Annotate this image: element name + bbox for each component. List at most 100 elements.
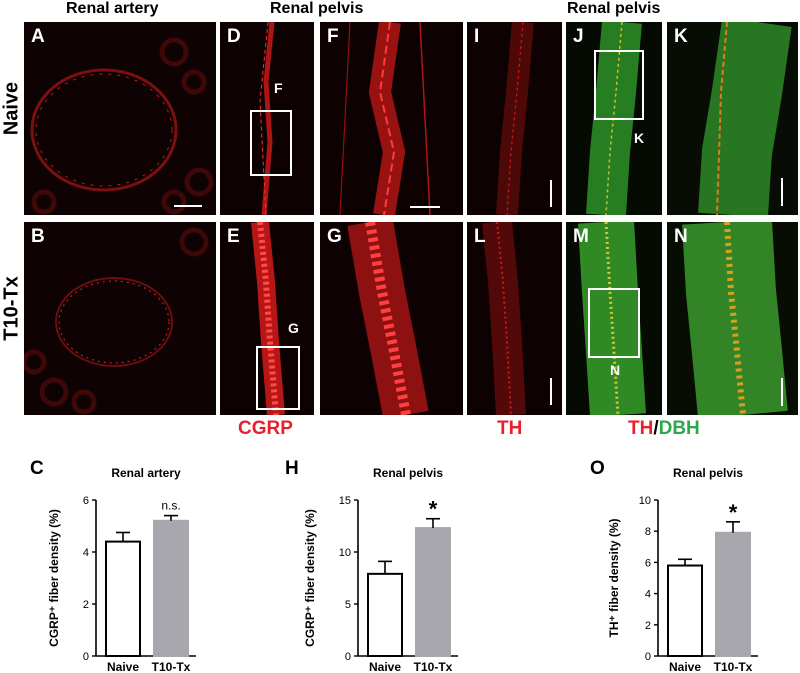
micrograph-panel-n: N bbox=[667, 222, 798, 415]
stain-label-th-dbh: TH/DBH bbox=[628, 418, 700, 440]
renal-pelvis-th-naive-image bbox=[467, 22, 562, 215]
bar-chart-renal-pelvis-cgrp: Renal pelvis CGRP⁺ fiber density (%) 0 5 10 1… bbox=[303, 466, 458, 673]
bar-1 bbox=[153, 519, 189, 657]
y-tick-label: 5 bbox=[345, 599, 351, 611]
x-tick-label: T10-Tx bbox=[152, 660, 191, 673]
stain-label-slash: / bbox=[653, 418, 659, 439]
panel-label-j: J bbox=[573, 26, 584, 47]
chart-title: Renal pelvis bbox=[673, 466, 743, 480]
scale-bar bbox=[781, 378, 783, 406]
renal-pelvis-th-dbh-t10-zoom-image bbox=[667, 222, 798, 415]
scale-bar bbox=[550, 180, 552, 207]
scale-bar bbox=[781, 178, 783, 206]
panel-label-m: M bbox=[573, 226, 589, 247]
y-axis-label: CGRP⁺ fiber density (%) bbox=[303, 509, 317, 647]
micrograph-panel-m: M N bbox=[566, 222, 662, 415]
renal-pelvis-cgrp-naive-image bbox=[220, 22, 314, 215]
panel-label-f: F bbox=[327, 26, 339, 47]
stain-label-cgrp: CGRP bbox=[238, 418, 293, 439]
header-renal-artery: Renal artery bbox=[66, 0, 159, 17]
panel-label-e: E bbox=[227, 226, 240, 247]
scale-bar bbox=[410, 206, 440, 208]
bar-0 bbox=[667, 564, 703, 657]
panel-label-d: D bbox=[227, 26, 241, 47]
x-tick-label: T10-Tx bbox=[714, 660, 753, 673]
inset-box-k bbox=[594, 50, 644, 120]
y-tick-label: 2 bbox=[645, 620, 651, 632]
stain-label-th: TH bbox=[497, 418, 523, 439]
panel-label-g: G bbox=[327, 226, 342, 247]
y-tick-label: 10 bbox=[639, 495, 651, 507]
x-tick-label: Naive bbox=[107, 660, 139, 673]
header-renal-pelvis-th: Renal pelvis bbox=[567, 0, 661, 17]
bar-chart-renal-pelvis-th: Renal pelvis TH⁺ fiber density (%) 0 2 4 6 8 10… bbox=[607, 466, 758, 673]
panel-label-a: A bbox=[31, 26, 45, 47]
micrograph-panel-j: J K bbox=[566, 22, 662, 215]
significance-annotation: n.s. bbox=[161, 499, 180, 513]
scale-bar bbox=[550, 378, 552, 405]
scale-bar bbox=[174, 205, 202, 207]
y-tick-label: 10 bbox=[339, 547, 351, 559]
significance-annotation: * bbox=[729, 500, 738, 525]
inset-label-k: K bbox=[634, 130, 645, 146]
inset-label-n: N bbox=[610, 362, 621, 378]
y-tick-label: 8 bbox=[645, 526, 651, 538]
renal-pelvis-th-t10-image bbox=[467, 222, 562, 415]
y-tick-label: 0 bbox=[645, 651, 651, 663]
panel-label-b: B bbox=[31, 226, 45, 247]
y-tick-label: 4 bbox=[645, 589, 651, 601]
inset-label-g: G bbox=[288, 320, 299, 336]
micrograph-panel-d: D F bbox=[220, 22, 314, 215]
renal-artery-t10-image bbox=[24, 222, 216, 415]
y-tick-label: 4 bbox=[83, 547, 89, 559]
inset-box-g bbox=[256, 346, 300, 410]
micrograph-panel-g: G bbox=[320, 222, 463, 415]
y-tick-label: 6 bbox=[83, 495, 89, 507]
y-tick-label: 0 bbox=[345, 651, 351, 663]
chart-title: Renal pelvis bbox=[373, 466, 443, 480]
renal-pelvis-th-dbh-naive-zoom-image bbox=[667, 22, 798, 215]
y-tick-label: 15 bbox=[339, 495, 351, 507]
renal-pelvis-cgrp-t10-zoom-image bbox=[320, 222, 463, 415]
significance-annotation: * bbox=[429, 497, 438, 522]
panel-label-i: I bbox=[474, 26, 480, 47]
y-tick-label: 6 bbox=[645, 557, 651, 569]
micrograph-panel-e: E G bbox=[220, 222, 314, 415]
panel-label-n: N bbox=[674, 226, 688, 247]
bar-0 bbox=[367, 572, 403, 657]
panel-label-k: K bbox=[674, 26, 688, 47]
inset-box-f bbox=[250, 110, 292, 176]
chart-label-h: H bbox=[285, 458, 299, 479]
panel-label-l: L bbox=[474, 226, 486, 247]
x-tick-label: Naive bbox=[369, 660, 401, 673]
micrograph-panel-k: K bbox=[667, 22, 798, 215]
row-label-naive: Naive bbox=[0, 81, 23, 136]
micrograph-panel-a: A bbox=[24, 22, 216, 215]
renal-pelvis-cgrp-naive-zoom-image bbox=[320, 22, 463, 215]
row-label-t10-tx: T10-Tx bbox=[0, 276, 23, 341]
inset-label-f: F bbox=[274, 80, 283, 96]
bar-0 bbox=[105, 540, 141, 657]
stain-label-dbh: DBH bbox=[658, 418, 700, 439]
header-renal-pelvis-cgrp: Renal pelvis bbox=[270, 0, 364, 17]
stain-label-th-part: TH bbox=[628, 418, 654, 439]
micrograph-panel-l: L bbox=[467, 222, 562, 415]
y-axis-label: TH⁺ fiber density (%) bbox=[607, 518, 621, 637]
inset-box-n bbox=[588, 288, 640, 358]
y-axis-label: CGRP⁺ fiber density (%) bbox=[47, 509, 61, 647]
renal-pelvis-th-dbh-t10-image bbox=[566, 222, 662, 415]
y-tick-label: 2 bbox=[83, 599, 89, 611]
x-tick-label: Naive bbox=[669, 660, 701, 673]
y-tick-label: 0 bbox=[83, 651, 89, 663]
chart-label-c: C bbox=[30, 458, 44, 479]
x-tick-label: T10-Tx bbox=[414, 660, 453, 673]
micrograph-panel-b: B bbox=[24, 222, 216, 415]
chart-title: Renal artery bbox=[111, 466, 181, 480]
micrograph-panel-f: F bbox=[320, 22, 463, 215]
bar-1 bbox=[415, 527, 451, 657]
micrograph-panel-i: I bbox=[467, 22, 562, 215]
chart-label-o: O bbox=[590, 458, 605, 479]
bar-1 bbox=[715, 531, 751, 657]
renal-artery-naive-image bbox=[24, 22, 216, 215]
bar-chart-renal-artery: Renal artery CGRP⁺ fiber density (%) 0 2 4 6 N… bbox=[47, 466, 196, 673]
